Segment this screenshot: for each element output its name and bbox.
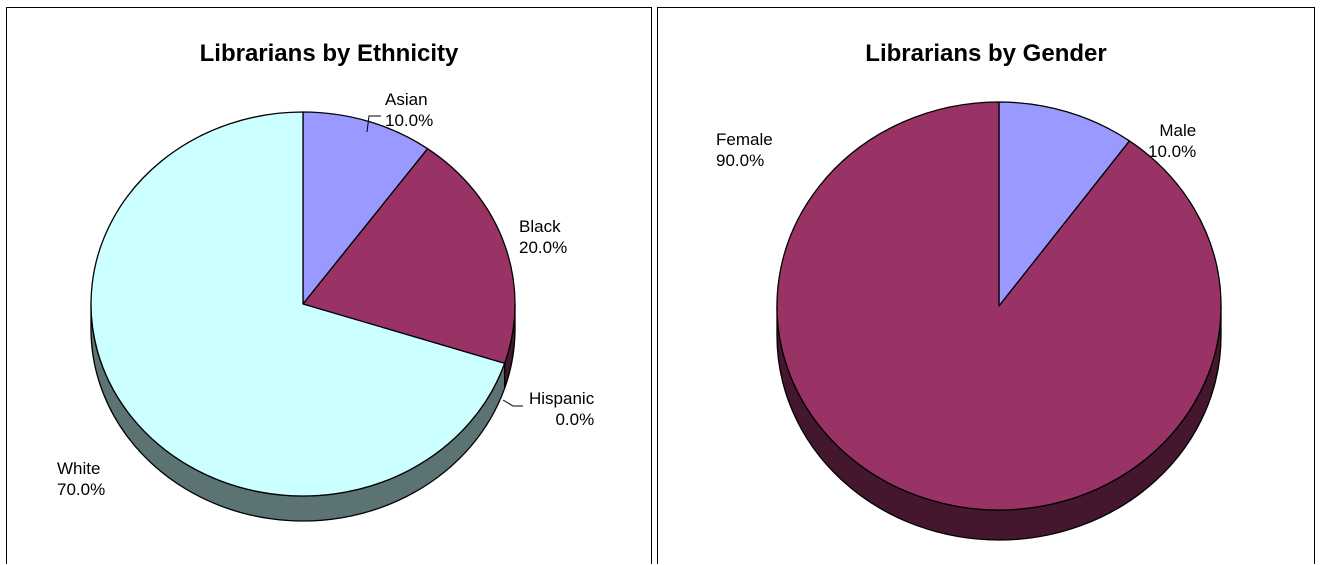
label-asian-name: Asian [385,90,428,109]
gender-chart-panel: Librarians by Gender Male 10.0% Female 9… [657,7,1315,564]
label-hispanic: Hispanic 0.0% [529,388,594,430]
label-female: Female 90.0% [716,129,773,171]
gender-pie-svg [776,101,1222,541]
label-black: Black 20.0% [519,216,567,258]
label-white-name: White [57,459,101,478]
leader-line-hispanic [502,399,523,407]
ethnicity-chart-panel: Librarians by Ethnicity Asian 10.0% Blac… [6,7,652,564]
leader-line-asian [366,115,381,133]
label-white: White 70.0% [57,458,105,500]
label-male: Male 10.0% [1148,120,1196,162]
label-female-value: 90.0% [716,151,765,170]
pie-slice-white [90,111,506,497]
label-female-name: Female [716,130,773,149]
label-hispanic-name: Hispanic [529,389,595,408]
label-white-value: 70.0% [57,480,106,499]
ethnicity-pie-svg [90,111,523,522]
pie-slice-female [776,101,1222,511]
ethnicity-chart-title: Librarians by Ethnicity [199,40,459,67]
pie-slice-male [998,101,1131,307]
label-black-value: 20.0% [519,238,568,257]
pie-slice-black [302,148,516,364]
label-male-value: 10.0% [1148,142,1197,161]
label-asian-value: 10.0% [385,111,434,130]
label-hispanic-value: 0.0% [555,410,595,429]
label-black-name: Black [519,217,561,236]
gender-chart-title: Librarians by Gender [865,40,1107,67]
label-male-name: Male [1159,121,1197,140]
label-asian: Asian 10.0% [385,89,433,131]
